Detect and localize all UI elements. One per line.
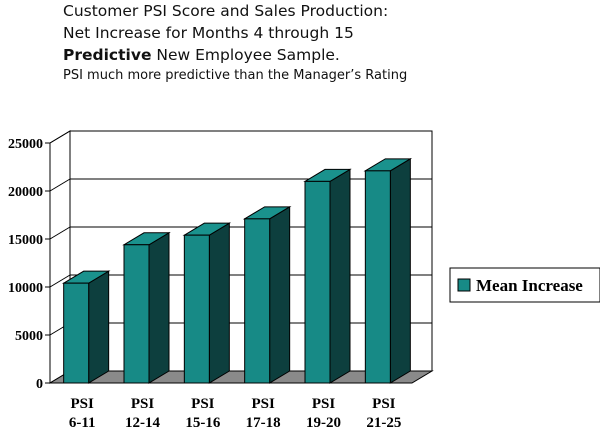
bar-side xyxy=(389,157,411,384)
bar xyxy=(304,180,331,384)
y-tick-label: 5000 xyxy=(15,329,43,344)
gridline-side xyxy=(49,274,71,288)
y-tick-label: 20000 xyxy=(8,185,43,200)
x-tick-label: 19-20 xyxy=(306,415,341,430)
title-line-2: Net Increase for Months 4 through 15 xyxy=(63,24,354,42)
bar xyxy=(244,218,271,384)
title-line-1: Customer PSI Score and Sales Production: xyxy=(63,2,389,20)
y-tick-label: 0 xyxy=(36,377,43,392)
legend-swatch xyxy=(457,278,471,292)
bar-side xyxy=(148,231,170,384)
title-line-3-bold: Predictive xyxy=(63,46,152,64)
bar-side xyxy=(88,270,110,384)
bar xyxy=(183,234,210,384)
gridline-side xyxy=(49,178,71,192)
y-tick-label: 25000 xyxy=(8,137,43,152)
gridline-side xyxy=(49,226,71,240)
legend-label: Mean Increase xyxy=(476,276,583,295)
x-tick-label: 17-18 xyxy=(246,415,281,430)
x-tick-label: PSI xyxy=(372,396,396,412)
subtitle: PSI much more predictive than the Manage… xyxy=(63,68,408,83)
y-tick-label: 10000 xyxy=(8,281,43,296)
x-tick-label: PSI xyxy=(131,396,155,412)
bar xyxy=(364,170,391,384)
x-tick-label: PSI xyxy=(191,396,215,412)
bar xyxy=(123,244,150,384)
x-tick-label: 21-25 xyxy=(366,415,401,430)
title-line-3: Predictive New Employee Sample. xyxy=(63,44,407,66)
bar-side xyxy=(208,222,230,384)
gridline-side xyxy=(49,130,71,144)
x-tick-label: 15-16 xyxy=(185,415,220,430)
legend-box xyxy=(449,267,600,303)
x-tick-label: PSI xyxy=(251,396,275,412)
bar xyxy=(63,282,90,384)
x-tick-label: 6-11 xyxy=(69,415,96,430)
bar-side xyxy=(269,205,291,384)
title-line-3-rest: New Employee Sample. xyxy=(151,46,340,64)
y-tick-label: 15000 xyxy=(8,233,43,248)
chart-title-block: Customer PSI Score and Sales Production:… xyxy=(63,0,407,86)
x-tick-label: PSI xyxy=(312,396,336,412)
x-tick-label: PSI xyxy=(70,396,94,412)
bar-side xyxy=(329,168,351,384)
x-tick-label: 12-14 xyxy=(125,415,160,430)
